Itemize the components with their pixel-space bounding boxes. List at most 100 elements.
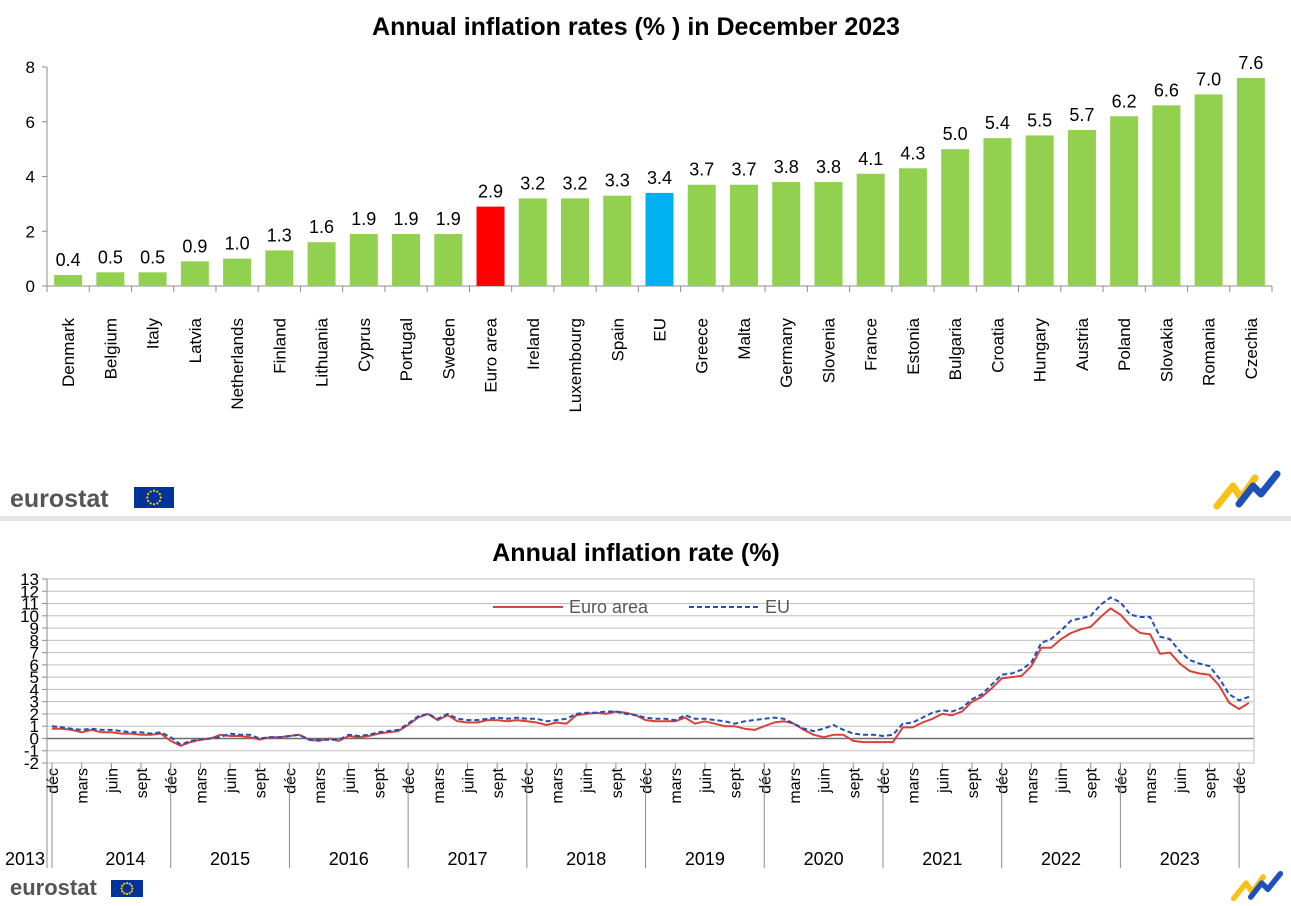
bar-category-label: Netherlands: [228, 318, 247, 410]
bar-category-label: Latvia: [186, 317, 205, 363]
bar: [138, 272, 167, 286]
line-year-label: 2013: [5, 849, 45, 869]
bar-category-label: Estonia: [904, 317, 923, 374]
bar: [96, 272, 125, 286]
line-month-label: juin: [1173, 768, 1190, 794]
mark-stroke-blue: [1235, 470, 1281, 508]
eu-flag-star: [125, 881, 129, 885]
bar: [856, 173, 885, 286]
line-year-label: 2023: [1160, 849, 1200, 869]
line-year-label: 2019: [685, 849, 725, 869]
eu-flag-icon: [111, 880, 143, 897]
eu-flag-star: [131, 887, 134, 890]
bar-category-label: Sweden: [439, 318, 458, 379]
eu-flag-star: [149, 502, 152, 505]
line-y-tick-label: 12: [20, 582, 39, 601]
series-line-eu: [51, 596, 1250, 746]
bar-category-label: Hungary: [1031, 318, 1050, 383]
eu-flag-star: [123, 892, 126, 895]
line-y-tick-label: 10: [20, 607, 39, 626]
bar: [349, 233, 378, 286]
line-y-tick-label: -1: [24, 742, 39, 761]
bar-y-tick-label: 8: [26, 58, 35, 77]
eu-flag-star: [156, 502, 159, 505]
bar-value-label: 3.3: [605, 171, 630, 191]
bar-value-label: 1.6: [309, 217, 334, 237]
line-month-label: mars: [1143, 768, 1160, 804]
eu-flag-star: [146, 496, 149, 499]
bar: [1110, 116, 1139, 287]
line-month-label: déc: [639, 768, 656, 794]
bar-category-label: Euro area: [482, 317, 501, 392]
bar: [645, 192, 674, 286]
eu-flag-star: [130, 890, 133, 893]
bar-value-label: 3.7: [731, 160, 756, 180]
bar: [941, 149, 970, 286]
line-month-label: juin: [223, 768, 240, 794]
bar-category-label: Romania: [1200, 317, 1219, 386]
bar-value-label: 0.5: [140, 247, 165, 267]
bar-value-label: 4.1: [858, 149, 883, 169]
line-month-label: mars: [75, 768, 92, 804]
line-month-label: juin: [1054, 768, 1071, 794]
line-month-label: juin: [698, 768, 715, 794]
line-month-label: déc: [520, 768, 537, 794]
eu-flag-star: [121, 884, 124, 887]
line-year-label: 2017: [447, 849, 487, 869]
bar-value-label: 1.9: [394, 209, 419, 229]
bar-category-label: Denmark: [59, 318, 78, 387]
bar-category-label: Slovakia: [1157, 317, 1176, 382]
line-chart-title: Annual inflation rate (%): [492, 539, 780, 567]
eurostat-mark-icon: [1213, 470, 1281, 510]
bar: [687, 184, 716, 286]
line-month-label: sept: [609, 767, 626, 798]
eu-flag-star: [152, 503, 156, 506]
line-month-label: mars: [312, 768, 329, 804]
line-month-label: déc: [45, 768, 62, 794]
line-chart-legend: Euro area EU: [493, 597, 790, 617]
bar-y-tick-label: 4: [26, 168, 35, 187]
line-year-label: 2016: [329, 849, 369, 869]
line-month-label: sept: [728, 767, 745, 798]
bar-value-label: 3.2: [563, 173, 588, 193]
line-y-tick-label: 9: [30, 619, 39, 638]
bar: [1025, 135, 1054, 286]
bar-value-label: 3.2: [520, 173, 545, 193]
bar-category-label: Ireland: [524, 318, 543, 370]
bar-chart-axes: 0 2 4 6 8: [26, 58, 1273, 296]
line-month-label: sept: [134, 767, 151, 798]
eu-flag-star: [158, 493, 161, 496]
bar-value-label: 1.9: [351, 209, 376, 229]
eu-flag-star: [147, 499, 150, 502]
bar: [223, 258, 252, 286]
line-month-label: mars: [550, 768, 567, 804]
eurostat-logo: eurostat: [10, 875, 143, 900]
line-month-label: sept: [1084, 767, 1101, 798]
line-year-label: 2020: [804, 849, 844, 869]
line-y-tick-label: 3: [30, 693, 39, 712]
legend-label: Euro area: [569, 597, 649, 617]
line-year-label: 2021: [922, 849, 962, 869]
bar-value-label: 0.9: [182, 236, 207, 256]
line-year-label: 2014: [105, 849, 145, 869]
bar-value-label: 2.9: [478, 182, 503, 202]
line-month-label: sept: [965, 767, 982, 798]
bar-category-label: Austria: [1073, 317, 1092, 370]
bar-value-label: 0.5: [98, 247, 123, 267]
bar: [54, 275, 83, 286]
bar: [898, 168, 927, 286]
eu-flag-star: [152, 489, 156, 492]
line-month-label: juin: [460, 768, 477, 794]
bar-value-label: 5.7: [1069, 105, 1094, 125]
bar-value-label: 1.3: [267, 225, 292, 245]
bar: [603, 195, 632, 286]
bar-category-label: Luxembourg: [566, 318, 585, 413]
bar-category-label: France: [862, 318, 881, 371]
bar-category-label: Poland: [1115, 318, 1134, 371]
line-year-label: 2022: [1041, 849, 1081, 869]
eu-flag-star: [120, 887, 123, 890]
line-month-label: juin: [935, 768, 952, 794]
line-y-tick-label: 1: [30, 717, 39, 736]
bar: [1152, 105, 1181, 286]
bar-value-label: 5.0: [943, 124, 968, 144]
